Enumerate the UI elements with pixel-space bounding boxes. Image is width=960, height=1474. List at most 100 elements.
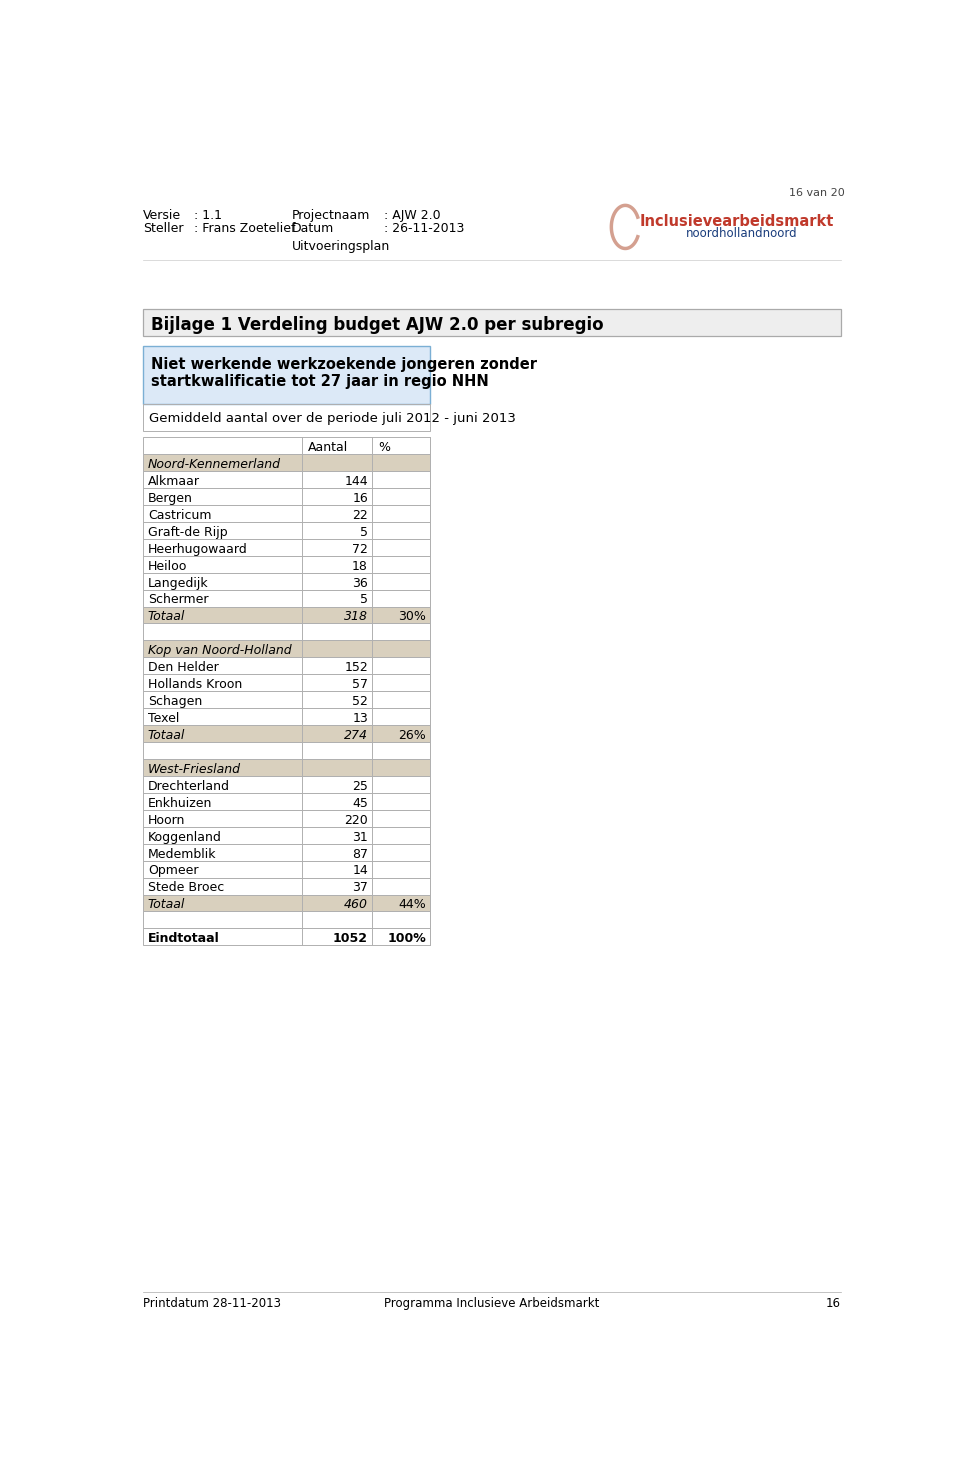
Text: Programma Inclusieve Arbeidsmarkt: Programma Inclusieve Arbeidsmarkt [384,1297,600,1310]
Bar [143,809,430,827]
Text: Hoorn: Hoorn [148,814,185,827]
Text: 72: 72 [352,542,368,556]
Text: Schagen: Schagen [148,696,203,708]
Text: Totaal: Totaal [148,610,185,624]
Text: Niet werkende werkzoekende jongeren zonder
startkwalificatie tot 27 jaar in regi: Niet werkende werkzoekende jongeren zond… [151,357,537,389]
Bar [143,472,430,488]
Bar [143,827,430,843]
Bar [143,741,430,759]
Text: Inclusievearbeidsmarkt: Inclusievearbeidsmarkt [639,214,833,228]
Text: 87: 87 [352,848,368,861]
Bar [143,539,430,556]
Bar [143,590,430,606]
Text: Koggenland: Koggenland [148,831,222,843]
Bar [143,929,430,945]
Bar [143,539,430,556]
Bar [143,522,430,539]
Text: Aantal: Aantal [308,441,348,454]
Text: 100%: 100% [388,932,426,945]
Bar [143,843,430,861]
Text: 5: 5 [360,526,368,538]
Text: 220: 220 [345,814,368,827]
Text: Noord-Kennemerland: Noord-Kennemerland [148,458,281,470]
Text: Versie: Versie [143,209,181,223]
Text: Graft-de Rijp: Graft-de Rijp [148,526,228,538]
Text: 30%: 30% [398,610,426,624]
Bar [143,438,430,454]
Bar [143,454,430,472]
Text: West-Friesland: West-Friesland [148,764,241,775]
Text: Castricum: Castricum [148,509,211,522]
Bar [143,657,430,674]
Bar [143,590,430,606]
Text: Datum: Datum [292,221,334,234]
Bar [143,843,430,861]
Text: 52: 52 [352,696,368,708]
Text: Eindtotaal: Eindtotaal [148,932,220,945]
Bar [143,877,430,895]
Text: Medemblik: Medemblik [148,848,216,861]
Bar [143,895,430,911]
Bar [143,674,430,691]
Bar [143,929,430,945]
Bar [143,741,430,759]
Text: 16: 16 [826,1297,841,1310]
Bar [143,624,430,640]
Text: Printdatum 28-11-2013: Printdatum 28-11-2013 [143,1297,281,1310]
Bar [143,911,430,929]
Text: Enkhuizen: Enkhuizen [148,797,212,809]
Bar [143,708,430,725]
Text: 22: 22 [352,509,368,522]
Text: 5: 5 [360,594,368,606]
Text: : Frans Zoetelief: : Frans Zoetelief [194,221,295,234]
Bar [143,506,430,522]
Bar [143,522,430,539]
Text: Alkmaar: Alkmaar [148,475,200,488]
Bar [143,725,430,741]
Text: Totaal: Totaal [148,898,185,911]
Text: : AJW 2.0: : AJW 2.0 [383,209,440,223]
Text: Langedijk: Langedijk [148,576,208,590]
Text: 274: 274 [344,730,368,741]
Text: 318: 318 [344,610,368,624]
Text: 31: 31 [352,831,368,843]
Text: : 1.1: : 1.1 [194,209,222,223]
Text: Schermer: Schermer [148,594,208,606]
Text: 45: 45 [352,797,368,809]
Bar [143,691,430,708]
Text: Bijlage 1 Verdeling budget AJW 2.0 per subregio: Bijlage 1 Verdeling budget AJW 2.0 per s… [151,317,604,335]
Bar [143,488,430,506]
Text: Uitvoeringsplan: Uitvoeringsplan [292,240,391,254]
Text: Steller: Steller [143,221,183,234]
Text: Den Helder: Den Helder [148,662,219,674]
Text: Stede Broec: Stede Broec [148,881,224,895]
Text: Gemiddeld aantal over de periode juli 2012 - juni 2013: Gemiddeld aantal over de periode juli 20… [150,411,516,425]
Text: Heiloo: Heiloo [148,560,187,572]
Bar [143,438,430,454]
Text: 152: 152 [345,662,368,674]
Bar [143,573,430,590]
Bar [143,674,430,691]
Text: 18: 18 [352,560,368,572]
Text: 26%: 26% [398,730,426,741]
Bar [143,606,430,624]
Bar [143,708,430,725]
Bar [143,488,430,506]
Bar [143,759,430,775]
Bar [143,775,430,793]
Bar [143,506,430,522]
Bar [143,640,430,657]
Bar [143,346,430,404]
Bar [143,691,430,708]
Bar [143,809,430,827]
Bar [143,793,430,809]
Bar [143,759,430,775]
Text: 16 van 20: 16 van 20 [789,187,845,198]
Bar [143,657,430,674]
Text: Heerhugowaard: Heerhugowaard [148,542,248,556]
Text: 16: 16 [352,492,368,504]
Bar [143,573,430,590]
Text: 14: 14 [352,864,368,877]
Bar [143,556,430,573]
Bar [143,310,841,336]
